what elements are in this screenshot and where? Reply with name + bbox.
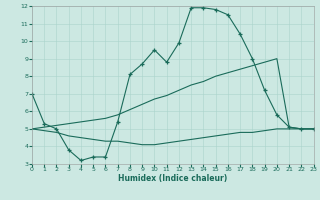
X-axis label: Humidex (Indice chaleur): Humidex (Indice chaleur) — [118, 174, 228, 183]
